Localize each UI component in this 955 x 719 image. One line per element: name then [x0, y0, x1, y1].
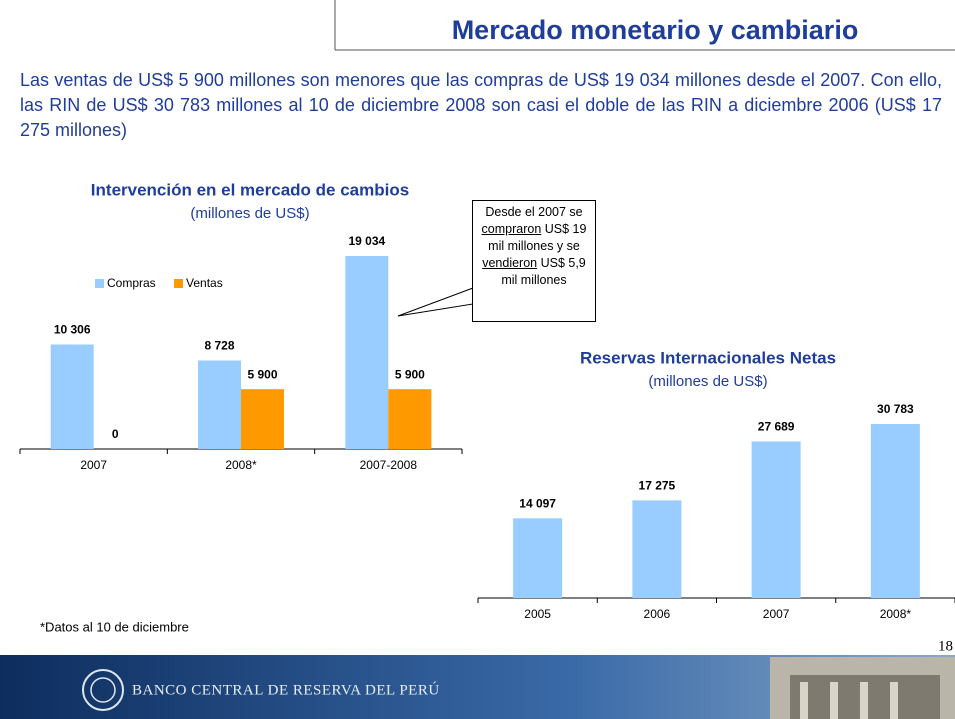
x-tick-label: 2006	[644, 607, 671, 621]
x-tick-label: 2007	[763, 607, 790, 621]
bar	[198, 360, 241, 449]
bar	[345, 256, 389, 449]
data-label: 8 728	[204, 339, 234, 353]
data-label: 10 306	[54, 323, 91, 337]
x-tick-label: 2007	[80, 458, 107, 472]
bar	[870, 424, 920, 598]
x-tick-label: 2007-2008	[360, 458, 418, 472]
data-label: 14 097	[519, 496, 556, 510]
chart-title: Reservas Internacionales Netas	[580, 348, 836, 367]
data-label: 5 900	[395, 367, 425, 381]
footer-photo	[860, 682, 868, 719]
slide-title: Mercado monetario y cambiario	[452, 15, 859, 45]
x-tick-label: 2008*	[225, 458, 257, 472]
chart-subtitle: (millones de US$)	[648, 373, 767, 390]
callout-text: Desde el 2007 se	[485, 205, 583, 219]
logo	[82, 669, 124, 711]
bar	[751, 441, 801, 598]
chart-subtitle: (millones de US$)	[190, 205, 309, 222]
data-label: 27 689	[758, 420, 795, 434]
page-number: 18	[938, 638, 953, 654]
legend-swatch	[95, 279, 104, 288]
data-label: 5 900	[247, 367, 277, 381]
callout-pointer	[397, 287, 474, 317]
bar	[513, 518, 563, 598]
bar	[50, 344, 94, 449]
callout-text: US$ 5,9 mil millones	[501, 256, 586, 287]
callout-text: US$ 19 mil millones y se	[488, 222, 587, 253]
callout-text: compraron	[481, 222, 542, 236]
bar	[632, 500, 682, 598]
legend-label: Ventas	[186, 276, 223, 290]
bar	[388, 389, 432, 449]
callout: Desde el 2007 se compraron US$ 19 mil mi…	[472, 200, 596, 322]
data-label: 0	[112, 427, 119, 441]
data-label: 19 034	[348, 234, 385, 248]
summary-text: Las ventas de US$ 5 900 millones son men…	[20, 70, 942, 140]
legend-swatch	[174, 279, 183, 288]
footer-photo	[800, 682, 808, 719]
x-tick-label: 2005	[524, 607, 551, 621]
footer-photo	[890, 682, 898, 719]
legend-label: Compras	[107, 276, 156, 290]
callout-text: vendieron	[482, 256, 538, 270]
data-label: 17 275	[639, 479, 676, 493]
data-label: 30 783	[877, 402, 914, 416]
footer-photo	[830, 682, 838, 719]
footnote: *Datos al 10 de diciembre	[40, 619, 189, 634]
chart-title: Intervención en el mercado de cambios	[91, 180, 409, 199]
logo	[90, 677, 116, 703]
bar	[241, 389, 284, 449]
x-tick-label: 2008*	[880, 607, 912, 621]
bank-name: BANCO CENTRAL DE RESERVA DEL PERÚ	[132, 681, 440, 698]
